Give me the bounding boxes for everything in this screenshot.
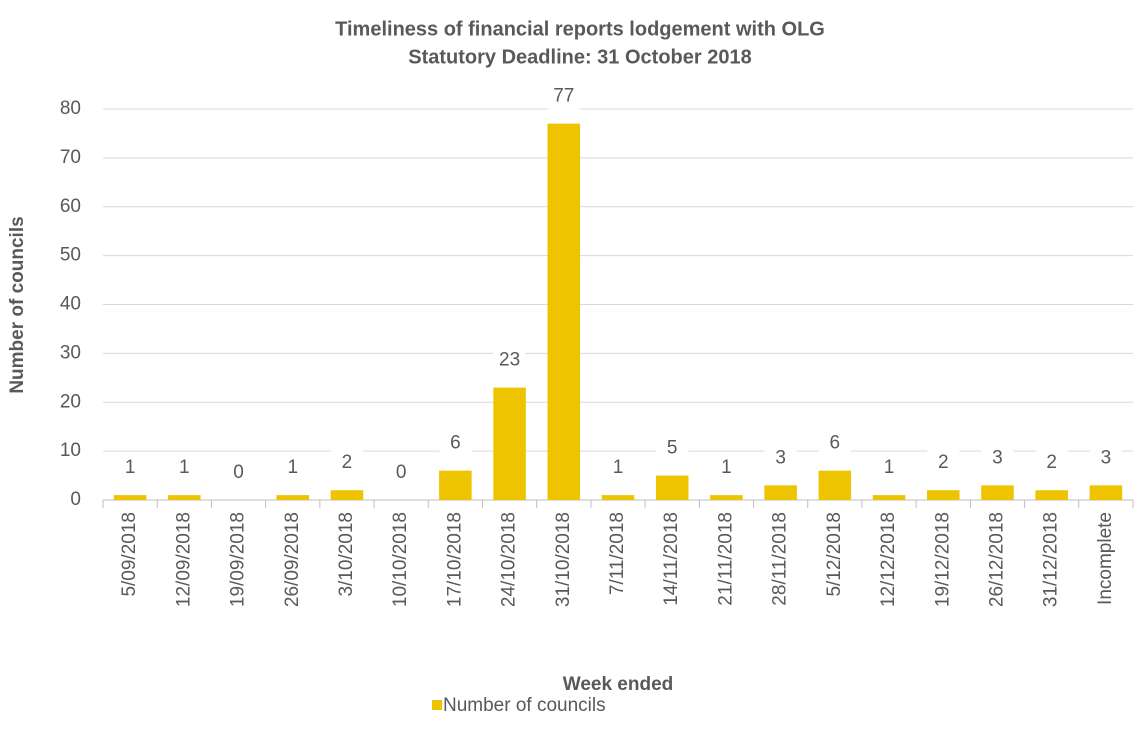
data-label: 6	[450, 433, 461, 454]
data-label-background	[873, 454, 906, 483]
legend-swatch	[432, 700, 442, 710]
x-tick-label: 26/09/2018	[282, 512, 303, 607]
x-tick-label: 12/09/2018	[173, 512, 194, 607]
data-label-background	[276, 454, 309, 483]
data-label-background	[439, 429, 472, 458]
data-label-background	[547, 82, 580, 111]
bar	[168, 495, 201, 500]
y-axis-title: Number of councils	[7, 216, 28, 393]
data-label-background	[764, 444, 797, 473]
x-tick-label: 5/09/2018	[119, 512, 140, 597]
x-tick-label: 26/12/2018	[986, 512, 1007, 607]
y-tick-label: 80	[60, 98, 81, 119]
bar	[710, 495, 743, 500]
data-label-background	[493, 346, 526, 375]
data-label: 2	[1046, 452, 1057, 473]
data-label: 2	[342, 452, 353, 473]
bar	[113, 495, 147, 500]
data-label: 0	[396, 462, 407, 483]
data-label-background	[168, 454, 201, 483]
x-tick-label: 17/10/2018	[444, 512, 465, 607]
data-label-background	[981, 444, 1014, 473]
x-tick-label: 14/11/2018	[661, 512, 682, 606]
y-tick-label: 20	[60, 391, 81, 412]
data-label: 3	[992, 447, 1003, 468]
data-label-background	[1089, 444, 1122, 473]
data-label: 1	[125, 457, 136, 478]
bar	[872, 495, 906, 500]
data-label: 3	[775, 447, 786, 468]
y-tick-label: 70	[60, 147, 81, 168]
data-label: 3	[1101, 447, 1112, 468]
x-tick-label: 3/10/2018	[336, 512, 357, 597]
y-tick-label: 0	[70, 489, 81, 510]
bar	[818, 470, 852, 500]
y-tick-label: 40	[60, 294, 81, 315]
bar	[439, 470, 472, 500]
data-label: 0	[233, 462, 244, 483]
data-label-background	[818, 429, 851, 458]
x-tick-label: 31/10/2018	[553, 512, 574, 607]
bar	[1089, 485, 1123, 500]
bar	[330, 490, 364, 500]
x-tick-label: 10/10/2018	[390, 512, 411, 607]
data-label-background	[1035, 449, 1068, 478]
x-tick-label: 19/12/2018	[932, 512, 953, 607]
data-label: 1	[884, 457, 895, 478]
bar	[493, 387, 526, 500]
data-label-background	[927, 449, 960, 478]
chart-title: Timeliness of financial reports lodgemen…	[335, 18, 825, 40]
x-axis-title: Week ended	[563, 674, 674, 695]
data-label: 1	[613, 457, 624, 478]
data-label: 77	[553, 86, 574, 107]
bar	[981, 485, 1014, 500]
x-tick-label: 31/12/2018	[1041, 512, 1062, 607]
x-tick-label: 12/12/2018	[878, 512, 899, 607]
data-label: 1	[287, 457, 298, 478]
bar	[547, 123, 581, 500]
data-label-background	[330, 449, 363, 478]
bar	[764, 485, 797, 500]
bar	[1035, 490, 1068, 500]
x-tick-label: 21/11/2018	[715, 512, 736, 606]
x-tick-label: 24/10/2018	[499, 512, 520, 607]
y-tick-label: 10	[60, 440, 81, 461]
x-tick-label: 7/11/2018	[607, 512, 628, 595]
data-label-background	[222, 459, 255, 487]
data-label-background	[385, 459, 418, 487]
data-label: 6	[830, 433, 841, 454]
data-label: 2	[938, 452, 949, 473]
data-label: 23	[499, 350, 520, 371]
data-label-background	[114, 454, 147, 483]
chart-subtitle: Statutory Deadline: 31 October 2018	[408, 46, 751, 68]
x-tick-label: 28/11/2018	[770, 512, 791, 606]
bar	[276, 495, 309, 500]
legend-label: Number of councils	[443, 695, 606, 716]
x-tick-label: 19/09/2018	[228, 512, 249, 607]
bar	[655, 475, 689, 500]
data-label-background	[656, 434, 689, 463]
y-tick-label: 30	[60, 342, 81, 363]
data-label: 1	[721, 457, 732, 478]
y-tick-label: 50	[60, 245, 81, 266]
data-label-background	[602, 454, 634, 483]
y-tick-label: 60	[60, 196, 81, 217]
x-tick-label: Incomplete	[1095, 512, 1116, 605]
data-label-background	[710, 454, 743, 483]
bar	[601, 495, 635, 500]
data-label: 1	[179, 457, 190, 478]
bar	[927, 490, 960, 500]
x-tick-label: 5/12/2018	[824, 512, 845, 597]
data-label: 5	[667, 438, 678, 459]
